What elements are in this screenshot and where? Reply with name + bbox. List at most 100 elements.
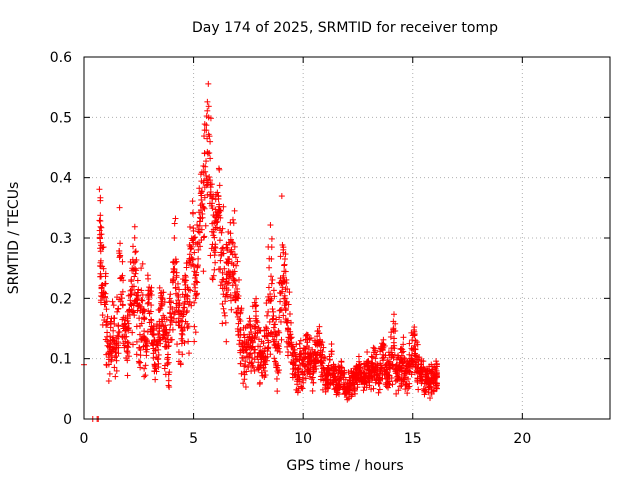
data-point [388, 349, 395, 356]
data-point [144, 300, 151, 307]
data-point [357, 361, 364, 368]
data-point [217, 282, 224, 289]
data-point [231, 277, 238, 284]
data-point [309, 387, 316, 394]
data-point [271, 293, 278, 300]
data-point [230, 275, 237, 282]
data-point [364, 362, 371, 369]
data-point [261, 374, 268, 381]
data-point [193, 279, 200, 286]
data-point [201, 133, 208, 140]
data-point [117, 240, 124, 247]
data-point [288, 319, 295, 326]
data-point [268, 244, 275, 251]
data-point [300, 360, 307, 367]
data-point [184, 292, 191, 299]
data-point [406, 351, 413, 358]
data-point [131, 223, 138, 230]
data-point [138, 287, 145, 294]
data-point [263, 357, 270, 364]
data-point [230, 220, 237, 227]
data-point [112, 373, 119, 380]
data-point [148, 284, 155, 291]
data-point [219, 300, 226, 307]
data-point [234, 285, 241, 292]
data-point [140, 306, 147, 313]
data-point [255, 359, 262, 366]
data-point [391, 351, 398, 358]
data-point [237, 318, 244, 325]
data-point [277, 253, 284, 260]
data-point [360, 387, 367, 394]
data-point [135, 286, 142, 293]
data-point [200, 204, 207, 211]
data-point [379, 355, 386, 362]
data-point [167, 291, 174, 298]
data-point [333, 387, 340, 394]
data-point [177, 317, 184, 324]
data-point [342, 376, 349, 383]
data-point [141, 328, 148, 335]
data-point [97, 197, 104, 204]
data-point [214, 218, 221, 225]
data-point [209, 205, 216, 212]
data-point [97, 297, 104, 304]
data-point [148, 291, 155, 298]
data-point [228, 239, 235, 246]
data-point [215, 195, 222, 202]
data-point [111, 364, 118, 371]
data-point [101, 289, 108, 296]
data-point [183, 309, 190, 316]
data-point [372, 360, 379, 367]
data-point [129, 341, 136, 348]
data-point [204, 98, 211, 105]
chart-title: Day 174 of 2025, SRMTID for receiver tom… [192, 20, 498, 36]
data-point [165, 377, 172, 384]
data-point [398, 365, 405, 372]
data-point [200, 177, 207, 184]
data-point [320, 344, 327, 351]
data-point [286, 310, 293, 317]
data-point [302, 375, 309, 382]
data-point [338, 358, 345, 365]
data-point [228, 306, 235, 313]
data-point [295, 376, 302, 383]
data-point [96, 186, 103, 193]
data-point [204, 107, 211, 114]
data-point [237, 310, 244, 317]
data-point [197, 190, 204, 197]
data-point [217, 257, 224, 264]
data-point [175, 349, 182, 356]
data-point [319, 348, 326, 355]
data-point [97, 248, 104, 255]
data-point [335, 391, 342, 398]
y-tick-label: 0.1 [50, 352, 72, 368]
data-point [227, 236, 234, 243]
data-point [305, 362, 312, 369]
data-point [289, 343, 296, 350]
data-point [222, 281, 229, 288]
data-point [261, 367, 268, 374]
data-point [119, 288, 126, 295]
data-point [142, 362, 149, 369]
data-point [134, 289, 141, 296]
data-point [189, 198, 196, 205]
data-point [153, 368, 160, 375]
data-point [265, 339, 272, 346]
data-point [233, 309, 240, 316]
data-point [356, 358, 363, 365]
data-point [191, 338, 198, 345]
data-point [195, 228, 202, 235]
data-point [271, 341, 278, 348]
data-point [186, 298, 193, 305]
data-point [189, 237, 196, 244]
data-point [103, 322, 110, 329]
data-point [282, 306, 289, 313]
data-point [418, 364, 425, 371]
data-point [138, 320, 145, 327]
data-point [207, 115, 214, 122]
data-points [81, 80, 440, 422]
data-point [214, 224, 221, 231]
data-point [217, 214, 224, 221]
data-point [281, 256, 288, 263]
